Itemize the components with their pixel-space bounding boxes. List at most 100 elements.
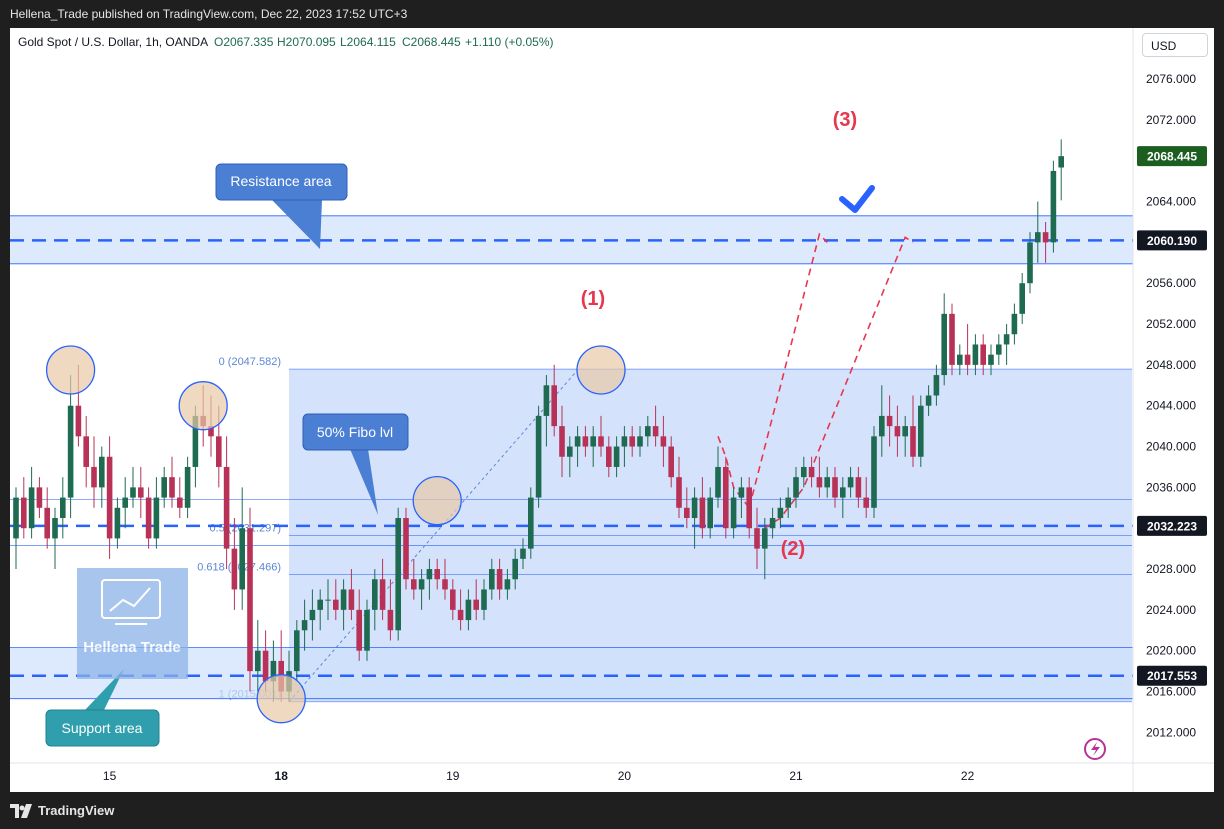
pivot-highlight-circle: [256, 674, 306, 724]
x-tick-label: 19: [446, 769, 460, 783]
tradingview-logo[interactable]: TradingView: [10, 803, 114, 818]
y-tick-label: 2048.000: [1146, 358, 1196, 372]
candle-body: [138, 487, 144, 498]
candle-body: [169, 477, 175, 498]
candle-body: [894, 426, 901, 437]
chart-area[interactable]: 0 (2047.582) 0.5 (2031.297) 0.618 (2027.46…: [10, 28, 1214, 792]
candle-body: [450, 589, 456, 610]
lightning-icon[interactable]: [1084, 738, 1106, 760]
candle-body: [847, 477, 854, 488]
candle-body: [130, 487, 136, 498]
candle-body: [793, 477, 799, 498]
support-callout[interactable]: Support area: [45, 669, 160, 747]
legend-low: L2064.115: [340, 35, 396, 49]
candle-body: [1058, 156, 1064, 168]
candle-body: [379, 579, 386, 610]
legend-symbol: Gold Spot / U.S. Dollar, 1h, OANDA: [18, 35, 208, 49]
candle-body: [208, 426, 214, 437]
candle-body: [255, 650, 261, 672]
candle-body: [832, 477, 838, 498]
candle-body: [145, 497, 152, 539]
resistance-label: Resistance area: [230, 173, 331, 189]
y-tick-label: 2072.000: [1146, 113, 1196, 127]
fibo-level-label: 0.618 (2027.466): [197, 561, 281, 573]
candle-body: [980, 344, 986, 365]
candle-body: [738, 487, 745, 498]
y-tick-label: 2020.000: [1146, 644, 1196, 658]
candle-body: [551, 385, 557, 427]
candle-body: [239, 528, 245, 590]
candle-body: [403, 518, 409, 580]
candle-body: [1042, 232, 1049, 243]
candle-body: [590, 436, 596, 447]
resistance-callout[interactable]: Resistance area: [215, 163, 348, 249]
candle-body: [715, 466, 721, 498]
candle-body: [465, 599, 472, 621]
candle-body: [816, 477, 823, 488]
candle-body: [762, 528, 768, 549]
candle-body: [1011, 313, 1018, 335]
candle-body: [855, 477, 862, 498]
candle-body: [840, 487, 846, 498]
candle-body: [262, 650, 269, 682]
candle-body: [512, 558, 518, 580]
candle-body: [988, 354, 994, 365]
fibo-level-label: 0 (2047.582): [219, 356, 281, 368]
candle-body: [395, 518, 401, 631]
checkmark-icon: [839, 185, 875, 213]
price-tag-label: 2032.223: [1147, 519, 1197, 533]
candle-body: [75, 405, 82, 437]
wave-1-label: (1): [581, 288, 605, 310]
legend-change: +1.110 (+0.05%): [465, 35, 554, 49]
candle-body: [83, 436, 89, 467]
y-tick-label: 2044.000: [1146, 399, 1196, 413]
candle-body: [574, 436, 581, 447]
x-tick-label: 20: [618, 769, 632, 783]
y-tick-label: 2052.000: [1146, 317, 1196, 331]
candle-body: [153, 497, 160, 539]
projection-path-a: [748, 232, 828, 508]
candle-body: [691, 497, 698, 518]
candle-body: [387, 609, 394, 631]
candle-body: [67, 405, 74, 498]
chart-svg[interactable]: 0 (2047.582) 0.5 (2031.297) 0.618 (2027.46…: [10, 28, 1214, 792]
candle-body: [699, 497, 706, 529]
candle-body: [863, 497, 869, 508]
candle-body: [1027, 242, 1033, 284]
hellena-watermark: Hellena Trade: [77, 568, 188, 679]
candle-body: [910, 426, 916, 457]
candle-body: [106, 456, 113, 539]
y-tick-label: 2012.000: [1146, 725, 1196, 739]
candle-body: [184, 466, 191, 508]
watermark-text: Hellena Trade: [83, 639, 181, 656]
candle-body: [754, 528, 760, 549]
currency-button[interactable]: USD: [1142, 33, 1208, 57]
candle-body: [996, 344, 1002, 355]
support-label: Support area: [62, 720, 143, 736]
candle-body: [364, 609, 370, 651]
candle-body: [902, 426, 908, 437]
candle-body: [567, 446, 573, 457]
pivot-highlight-circle: [576, 345, 626, 395]
candle-body: [223, 466, 230, 549]
candle-body: [192, 415, 199, 467]
wave-3-label: (3): [833, 109, 857, 131]
candle-body: [434, 569, 440, 580]
candle-body: [1003, 334, 1010, 345]
pivot-highlight-circle: [178, 381, 228, 431]
legend-open: O2067.335: [214, 35, 274, 49]
fibo-callout[interactable]: 50% Fibo lvl: [302, 413, 409, 515]
candle-body: [785, 497, 791, 508]
candle-body: [114, 507, 121, 539]
candle-body: [824, 477, 830, 488]
candle-body: [418, 579, 425, 590]
y-tick-label: 2040.000: [1146, 440, 1196, 454]
pivot-highlight-circle: [412, 475, 462, 526]
candle-body: [457, 609, 464, 621]
candle-body: [481, 589, 487, 610]
candle-body: [231, 548, 238, 590]
candle-body: [746, 487, 752, 529]
candle-body: [99, 456, 105, 488]
candle-body: [941, 313, 947, 376]
price-tag-label: 2017.553: [1147, 669, 1197, 683]
